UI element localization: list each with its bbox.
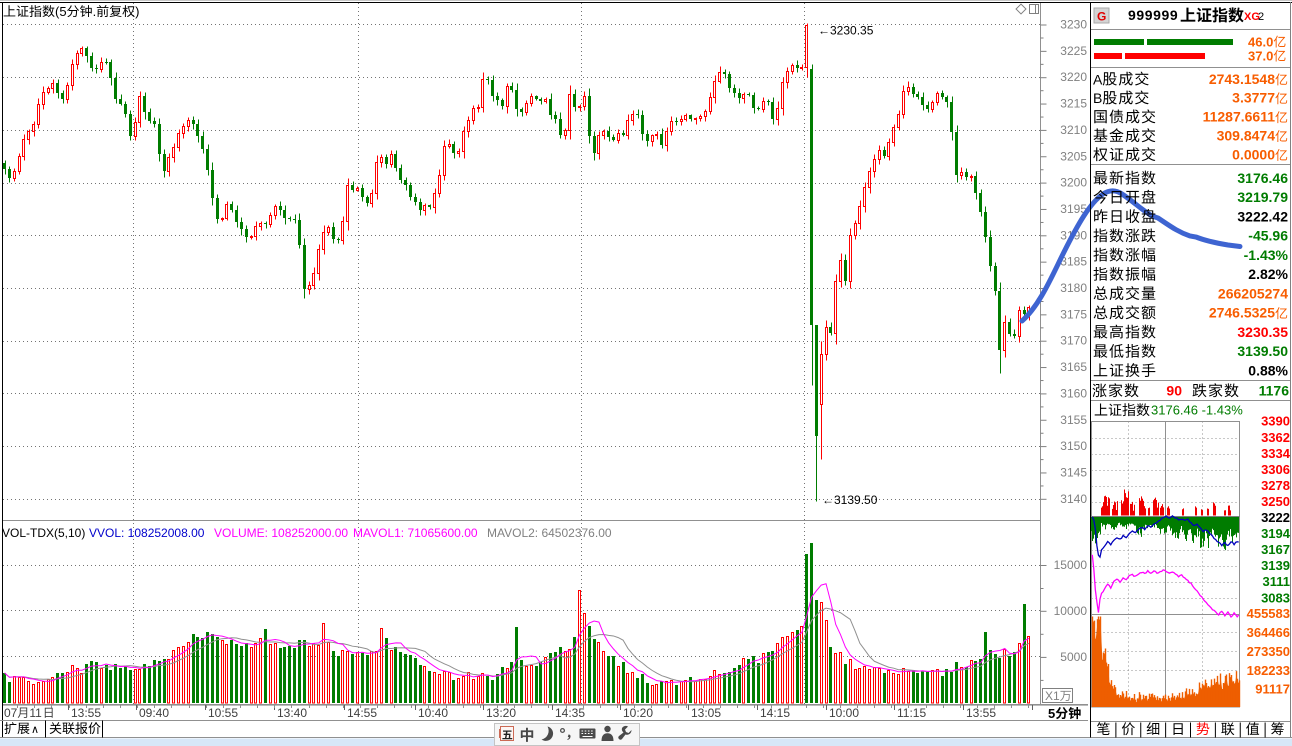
svg-text:3.3777: 3.3777 bbox=[1232, 90, 1275, 106]
svg-text:-45.96: -45.96 bbox=[1248, 228, 1288, 244]
svg-text:←3230.35: ←3230.35 bbox=[818, 24, 874, 38]
svg-text:3222.42: 3222.42 bbox=[1237, 208, 1288, 224]
svg-text:1176: 1176 bbox=[1259, 383, 1290, 399]
svg-text:10000: 10000 bbox=[1054, 604, 1088, 618]
svg-text:3205: 3205 bbox=[1060, 149, 1087, 163]
svg-text:3185: 3185 bbox=[1060, 255, 1087, 269]
svg-text:3160: 3160 bbox=[1060, 386, 1087, 400]
svg-text:2743.1548: 2743.1548 bbox=[1209, 71, 1275, 87]
svg-text:5: 5 bbox=[1048, 706, 1055, 721]
svg-text:273350: 273350 bbox=[1247, 644, 1290, 659]
svg-text:3215: 3215 bbox=[1060, 97, 1087, 111]
svg-text:14:15: 14:15 bbox=[760, 706, 790, 720]
svg-text:09:40: 09:40 bbox=[139, 706, 169, 720]
svg-text:X1: X1 bbox=[1045, 689, 1060, 703]
svg-text:11: 11 bbox=[29, 706, 42, 720]
svg-text:999999: 999999 bbox=[1128, 7, 1178, 23]
svg-text:G: G bbox=[1097, 10, 1106, 24]
svg-text:90: 90 bbox=[1166, 383, 1182, 399]
svg-text:3200: 3200 bbox=[1060, 176, 1087, 190]
svg-text:3139: 3139 bbox=[1261, 558, 1290, 573]
svg-text:2746.5325: 2746.5325 bbox=[1209, 305, 1275, 321]
svg-text:3083: 3083 bbox=[1261, 590, 1290, 605]
svg-text:VVOL: 108252008.00: VVOL: 108252008.00 bbox=[89, 526, 205, 540]
svg-text:182233: 182233 bbox=[1247, 663, 1290, 678]
svg-text:3219.79: 3219.79 bbox=[1237, 189, 1288, 205]
svg-text:3150: 3150 bbox=[1060, 439, 1087, 453]
svg-text:13:55: 13:55 bbox=[966, 706, 996, 720]
svg-text:5000: 5000 bbox=[1060, 650, 1087, 664]
svg-text:3250: 3250 bbox=[1261, 494, 1290, 509]
svg-text:): ) bbox=[135, 4, 139, 19]
svg-text:46.0: 46.0 bbox=[1248, 35, 1273, 50]
svg-text:VOL-TDX(5,10): VOL-TDX(5,10) bbox=[2, 526, 85, 540]
svg-text:3230: 3230 bbox=[1060, 18, 1087, 32]
svg-text:3390: 3390 bbox=[1261, 414, 1290, 429]
svg-text:0.88%: 0.88% bbox=[1248, 362, 1288, 378]
svg-text:3362: 3362 bbox=[1261, 430, 1290, 445]
svg-text:MAVOL1: 71065600.00: MAVOL1: 71065600.00 bbox=[353, 526, 478, 540]
svg-text:3167: 3167 bbox=[1261, 542, 1290, 557]
svg-text:11:15: 11:15 bbox=[897, 706, 926, 720]
svg-text:3222: 3222 bbox=[1261, 510, 1290, 525]
svg-text:XG: XG bbox=[1244, 11, 1260, 23]
svg-text:3210: 3210 bbox=[1060, 123, 1087, 137]
svg-text:←3139.50: ←3139.50 bbox=[822, 493, 878, 507]
svg-text:91117: 91117 bbox=[1255, 682, 1290, 697]
svg-text:364466: 364466 bbox=[1247, 625, 1290, 640]
svg-text:3176.46 -1.43%: 3176.46 -1.43% bbox=[1151, 403, 1243, 418]
svg-text:3145: 3145 bbox=[1060, 465, 1087, 479]
svg-text:10:40: 10:40 bbox=[418, 706, 448, 720]
svg-text:13:20: 13:20 bbox=[486, 706, 516, 720]
svg-text:3111: 3111 bbox=[1263, 574, 1291, 589]
svg-text:309.8474: 309.8474 bbox=[1217, 128, 1276, 144]
svg-text:3139.50: 3139.50 bbox=[1237, 343, 1288, 359]
svg-text:3334: 3334 bbox=[1261, 446, 1291, 461]
svg-text:15000: 15000 bbox=[1054, 558, 1088, 572]
svg-text:A: A bbox=[1093, 71, 1103, 87]
svg-text:266205274: 266205274 bbox=[1218, 285, 1288, 301]
svg-text:.: . bbox=[93, 4, 97, 19]
svg-text:13:05: 13:05 bbox=[691, 706, 721, 720]
svg-text:3278: 3278 bbox=[1261, 478, 1290, 493]
svg-text:11287.6611: 11287.6611 bbox=[1203, 109, 1276, 125]
svg-text:3165: 3165 bbox=[1060, 360, 1087, 374]
svg-text:3195: 3195 bbox=[1060, 202, 1087, 216]
svg-text:3225: 3225 bbox=[1060, 44, 1087, 58]
svg-text:14:55: 14:55 bbox=[347, 706, 377, 720]
svg-text:(5: (5 bbox=[55, 4, 67, 19]
svg-text:455583: 455583 bbox=[1247, 606, 1290, 621]
svg-text:3180: 3180 bbox=[1060, 281, 1087, 295]
svg-text:13:55: 13:55 bbox=[71, 706, 101, 720]
svg-text:∧: ∧ bbox=[31, 724, 39, 736]
svg-text:2.82%: 2.82% bbox=[1248, 266, 1288, 282]
svg-text:10:20: 10:20 bbox=[623, 706, 653, 720]
svg-text:10:00: 10:00 bbox=[829, 706, 859, 720]
svg-text:3175: 3175 bbox=[1060, 307, 1087, 321]
svg-text:-1.43%: -1.43% bbox=[1244, 247, 1289, 263]
svg-text:3155: 3155 bbox=[1060, 413, 1087, 427]
svg-text:3170: 3170 bbox=[1060, 334, 1087, 348]
svg-text:B: B bbox=[1093, 90, 1102, 106]
svg-text:VOLUME: 108252000.00: VOLUME: 108252000.00 bbox=[214, 526, 348, 540]
svg-text:0.0000: 0.0000 bbox=[1232, 146, 1275, 162]
svg-text:3230.35: 3230.35 bbox=[1237, 324, 1288, 340]
svg-text:14:35: 14:35 bbox=[555, 706, 585, 720]
svg-text:07: 07 bbox=[4, 706, 18, 720]
svg-text:MAVOL2: 64502376.00: MAVOL2: 64502376.00 bbox=[487, 526, 612, 540]
svg-text:2: 2 bbox=[1258, 11, 1264, 23]
svg-text:3194: 3194 bbox=[1261, 526, 1291, 541]
svg-text:3140: 3140 bbox=[1060, 492, 1087, 506]
svg-text:3176.46: 3176.46 bbox=[1237, 170, 1288, 186]
svg-text:3306: 3306 bbox=[1261, 462, 1290, 477]
svg-text:13:40: 13:40 bbox=[277, 706, 307, 720]
svg-text:37.0: 37.0 bbox=[1248, 49, 1273, 64]
svg-text:10:55: 10:55 bbox=[208, 706, 238, 720]
svg-text:3220: 3220 bbox=[1060, 70, 1087, 84]
